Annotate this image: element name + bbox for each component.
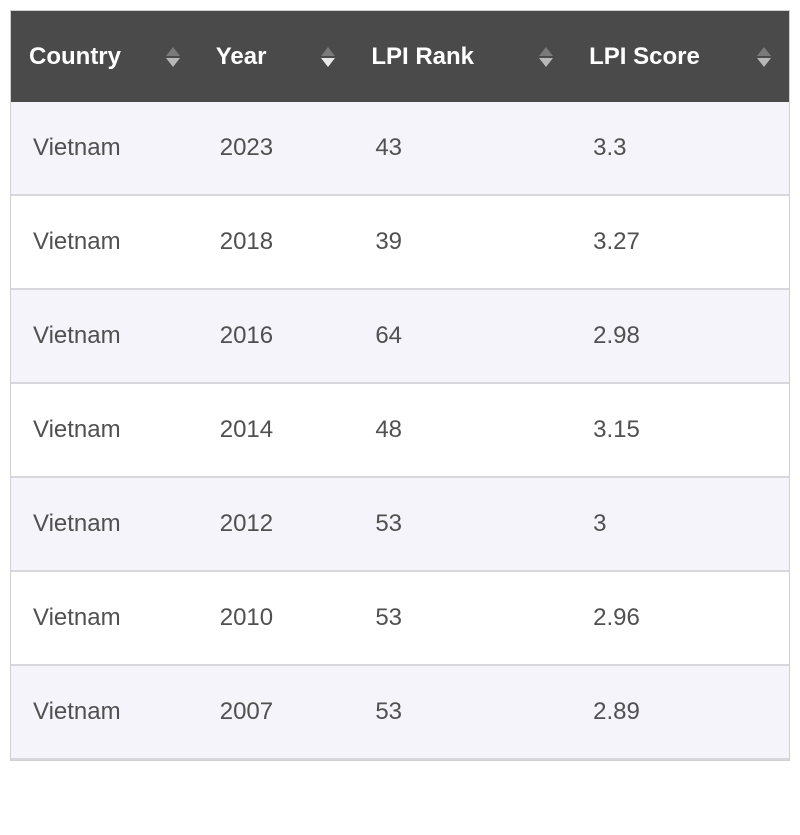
- cell-rank: 39: [353, 195, 571, 289]
- col-header-label: LPI Score: [589, 41, 700, 72]
- cell-country: Vietnam: [11, 102, 198, 195]
- cell-score: 3.15: [571, 383, 789, 477]
- table-row: Vietnam 2012 53 3: [11, 477, 789, 571]
- col-header-lpi-score[interactable]: LPI Score: [571, 11, 789, 102]
- lpi-table: Country Year L: [11, 11, 789, 760]
- sort-icon: [539, 47, 553, 67]
- table-row: Vietnam 2014 48 3.15: [11, 383, 789, 477]
- table-row: Vietnam 2016 64 2.98: [11, 289, 789, 383]
- cell-country: Vietnam: [11, 571, 198, 665]
- cell-score: 2.89: [571, 665, 789, 759]
- cell-rank: 48: [353, 383, 571, 477]
- cell-year: 2007: [198, 665, 354, 759]
- cell-score: 2.98: [571, 289, 789, 383]
- col-header-label: LPI Rank: [371, 41, 474, 72]
- cell-country: Vietnam: [11, 289, 198, 383]
- col-header-year[interactable]: Year: [198, 11, 354, 102]
- cell-year: 2014: [198, 383, 354, 477]
- cell-score: 3.27: [571, 195, 789, 289]
- cell-score: 2.96: [571, 571, 789, 665]
- col-header-label: Year: [216, 41, 267, 72]
- table-row: Vietnam 2023 43 3.3: [11, 102, 789, 195]
- cell-country: Vietnam: [11, 195, 198, 289]
- table-body: Vietnam 2023 43 3.3 Vietnam 2018 39 3.27…: [11, 102, 789, 759]
- cell-rank: 64: [353, 289, 571, 383]
- cell-year: 2012: [198, 477, 354, 571]
- table-row: Vietnam 2007 53 2.89: [11, 665, 789, 759]
- cell-country: Vietnam: [11, 383, 198, 477]
- sort-icon: [321, 47, 335, 67]
- cell-rank: 53: [353, 665, 571, 759]
- cell-country: Vietnam: [11, 477, 198, 571]
- cell-year: 2010: [198, 571, 354, 665]
- cell-rank: 53: [353, 477, 571, 571]
- cell-year: 2016: [198, 289, 354, 383]
- table-row: Vietnam 2018 39 3.27: [11, 195, 789, 289]
- col-header-lpi-rank[interactable]: LPI Rank: [353, 11, 571, 102]
- col-header-label: Country: [29, 41, 121, 72]
- cell-rank: 43: [353, 102, 571, 195]
- cell-rank: 53: [353, 571, 571, 665]
- cell-score: 3.3: [571, 102, 789, 195]
- cell-year: 2023: [198, 102, 354, 195]
- cell-year: 2018: [198, 195, 354, 289]
- cell-country: Vietnam: [11, 665, 198, 759]
- cell-score: 3: [571, 477, 789, 571]
- table-header-row: Country Year L: [11, 11, 789, 102]
- lpi-table-container: Country Year L: [10, 10, 790, 761]
- sort-icon: [166, 47, 180, 67]
- table-row: Vietnam 2010 53 2.96: [11, 571, 789, 665]
- sort-icon: [757, 47, 771, 67]
- col-header-country[interactable]: Country: [11, 11, 198, 102]
